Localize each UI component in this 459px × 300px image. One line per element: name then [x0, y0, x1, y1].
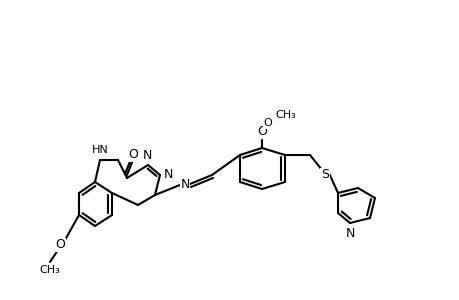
- Text: O: O: [257, 125, 266, 138]
- Text: N: N: [164, 169, 173, 182]
- Text: CH₃: CH₃: [39, 265, 60, 275]
- Text: HN: HN: [91, 145, 108, 155]
- Text: S: S: [320, 169, 328, 182]
- Text: O: O: [128, 148, 138, 161]
- Text: N: N: [180, 178, 189, 191]
- Text: O: O: [55, 238, 65, 251]
- Text: O: O: [263, 118, 272, 128]
- Text: N: N: [142, 149, 151, 162]
- Text: N: N: [345, 227, 354, 240]
- Text: CH₃: CH₃: [274, 110, 295, 120]
